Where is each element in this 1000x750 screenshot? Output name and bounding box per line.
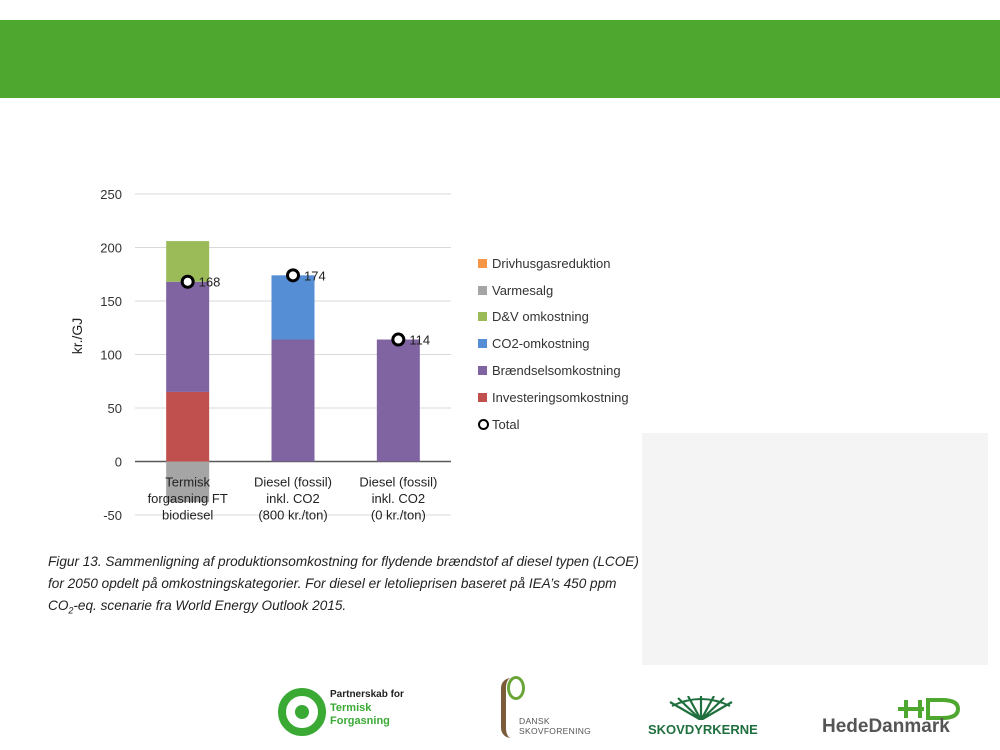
- dsf-line1: DANSK: [519, 716, 550, 726]
- total-marker: [391, 332, 406, 347]
- y-tick-label: 100: [100, 348, 122, 363]
- legend-item: Varmesalg: [478, 277, 629, 304]
- bar-segment: [166, 391, 210, 462]
- hededanmark-text: HedeDanmark: [822, 716, 950, 737]
- bar-segment: [271, 339, 315, 462]
- y-tick-label: 50: [108, 401, 122, 416]
- y-tick-label: -50: [103, 508, 122, 523]
- legend-item-total: Total: [478, 411, 629, 438]
- y-tick-label: 0: [115, 455, 122, 470]
- y-tick-label: 150: [100, 294, 122, 309]
- skovdyrkerne-text: SKOVDYRKERNE: [648, 722, 758, 737]
- bar-segment: [271, 275, 315, 340]
- logo-dansk-skovforening: DANSK SKOVFORENING: [495, 676, 595, 742]
- figure-caption: Figur 13. Sammenligning af produktionsom…: [48, 551, 648, 622]
- legend-swatch: [478, 285, 487, 295]
- skovdyrkerne-fan-icon: [669, 696, 733, 720]
- legend-label: CO2-omkostning: [492, 336, 590, 352]
- legend-label: Brændselsomkostning: [492, 363, 621, 379]
- ptf-line3: Forgasning: [330, 715, 390, 727]
- y-axis-label: kr./GJ: [69, 318, 85, 355]
- x-tick-label: Termisk forgasning FT biodiesel: [148, 475, 228, 523]
- ptf-line2: Termisk: [330, 702, 372, 714]
- bars: [166, 241, 420, 503]
- logo-hededanmark: HedeDanmark: [822, 694, 974, 742]
- legend-label: Total: [492, 416, 520, 432]
- legend-label: Varmesalg: [492, 282, 554, 298]
- caption-text-end: -eq. scenarie fra World Energy Outlook 2…: [73, 598, 347, 613]
- hededanmark-hd-icon: [898, 698, 961, 720]
- total-label: 114: [409, 333, 430, 348]
- caption-text: Figur 13. Sammenligning af produktionsom…: [48, 554, 639, 613]
- partner-logos: Partnerskab for Termisk Forgasning DANSK…: [0, 668, 1000, 750]
- logo-partnerskab-termisk-forgasning: Partnerskab for Termisk Forgasning: [278, 686, 418, 740]
- legend-label: Drivhusgasreduktion: [492, 255, 611, 271]
- legend-label: Investeringsomkostning: [492, 389, 629, 405]
- x-tick-label: Diesel (fossil) inkl. CO2 (800 kr./ton): [254, 475, 332, 523]
- total-label: 174: [304, 268, 326, 283]
- legend-item: Investeringsomkostning: [478, 384, 629, 411]
- legend-item: CO2-omkostning: [478, 330, 629, 357]
- bar-segment: [166, 461, 210, 503]
- ptf-ring-icon: [278, 688, 326, 736]
- total-marker: [180, 274, 195, 289]
- legend-label: D&V omkostning: [492, 309, 589, 325]
- y-tick-label: 200: [100, 241, 122, 256]
- legend-item: Brændselsomkostning: [478, 357, 629, 384]
- bar-segment: [166, 281, 210, 392]
- caption-subscript: 2: [68, 605, 74, 616]
- x-tick-label: Diesel (fossil) inkl. CO2 (0 kr./ton): [359, 475, 437, 523]
- legend-swatch: [478, 366, 487, 376]
- y-tick-labels: -50 0 50 100 150 200 250: [100, 187, 122, 523]
- logo-skovdyrkerne: SKOVDYRKERNE: [648, 690, 760, 738]
- total-marker: [286, 268, 300, 283]
- chart-legend: Drivhusgasreduktion Varmesalg D&V omkostni…: [478, 250, 629, 438]
- total-markers: 168 174 114: [180, 268, 430, 348]
- total-label: 168: [199, 275, 221, 290]
- dsf-line2: SKOVFORENING: [519, 726, 592, 736]
- x-tick-labels: Termisk forgasning FT biodiesel Diesel (fos…: [148, 475, 438, 523]
- bar-segment: [376, 339, 420, 462]
- legend-swatch: [478, 392, 487, 402]
- legend-swatch: [478, 258, 487, 268]
- legend-swatch: [478, 339, 487, 349]
- legend-item: D&V omkostning: [478, 304, 629, 331]
- top-banner: [0, 20, 1000, 98]
- legend-total-marker: [478, 418, 489, 430]
- ptf-line1: Partnerskab for: [330, 689, 404, 700]
- grey-panel: [642, 433, 988, 665]
- y-tick-label: 250: [100, 187, 122, 202]
- dsf-tree-icon: [501, 678, 520, 738]
- legend-item: Drivhusgasreduktion: [478, 250, 629, 277]
- dsf-leaf-icon: [507, 676, 525, 700]
- legend-swatch: [478, 312, 487, 322]
